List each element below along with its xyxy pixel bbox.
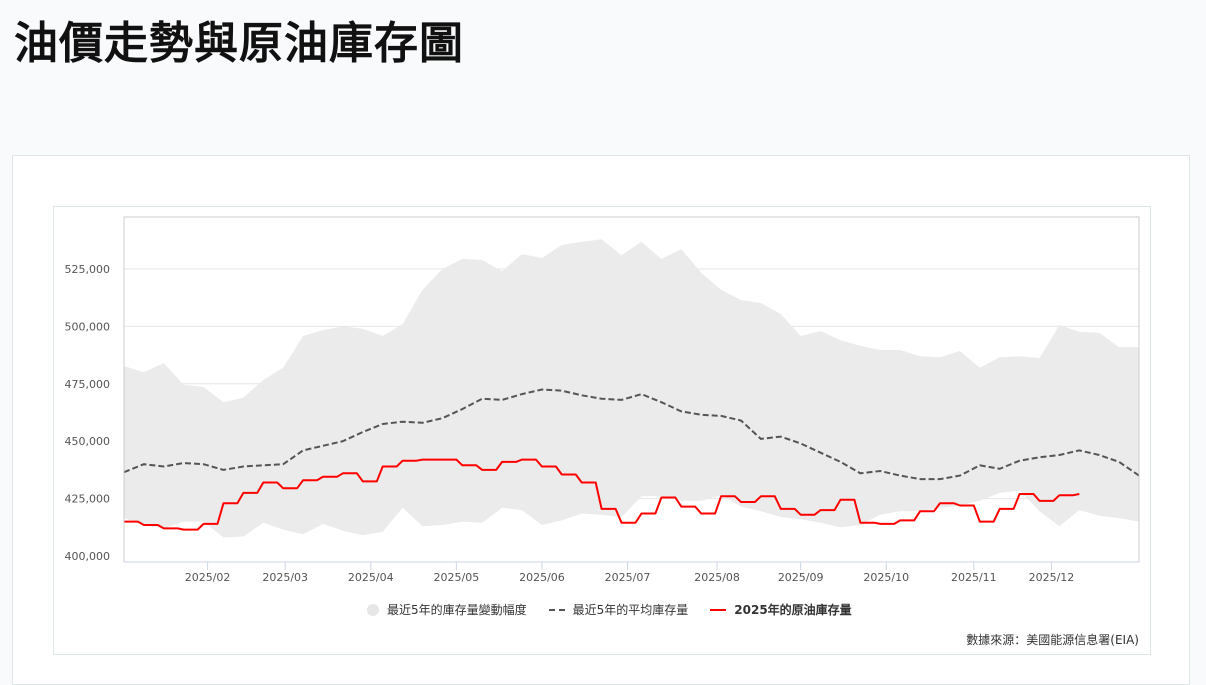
dashed-line-swatch-icon <box>548 608 565 611</box>
svg-text:525,000: 525,000 <box>65 263 111 276</box>
current-year-inventory-line[interactable] <box>124 458 1080 531</box>
circle-swatch-icon <box>367 603 379 616</box>
svg-text:2025/09: 2025/09 <box>778 571 824 584</box>
axes <box>123 216 1140 570</box>
page-title: 油價走勢與原油庫存圖 <box>14 18 464 69</box>
svg-text:2025/08: 2025/08 <box>694 571 740 584</box>
svg-text:2025/11: 2025/11 <box>951 571 997 584</box>
five-year-range-band[interactable] <box>124 239 1139 538</box>
svg-text:2025/03: 2025/03 <box>262 571 308 584</box>
svg-text:425,000: 425,000 <box>65 493 111 506</box>
svg-text:2025/10: 2025/10 <box>863 571 909 584</box>
svg-text:2025/12: 2025/12 <box>1029 571 1075 584</box>
svg-text:2025/06: 2025/06 <box>519 571 565 584</box>
svg-text:2025/02: 2025/02 <box>185 571 231 584</box>
x-axis-labels: 2025/02 2025/03 2025/04 2025/05 2025/06 2025/… <box>185 571 1075 584</box>
five-year-average-line[interactable] <box>123 388 1140 481</box>
svg-text:400,000: 400,000 <box>65 550 111 563</box>
legend-current-label: 2025年的原油庫存量 <box>734 603 852 617</box>
data-source-note: 數據來源：美國能源信息署(EIA) <box>966 633 1139 647</box>
legend-item-current[interactable]: 2025年的原油庫存量 <box>710 601 852 618</box>
svg-text:475,000: 475,000 <box>65 378 111 391</box>
chart-legend: 最近5年的庫存量變動幅度 最近5年的平均庫存量 2025年的原油庫存量 <box>367 601 874 618</box>
legend-item-average[interactable]: 最近5年的平均庫存量 <box>548 601 689 618</box>
legend-range-label: 最近5年的庫存量變動幅度 <box>387 603 527 617</box>
svg-text:500,000: 500,000 <box>65 320 111 333</box>
svg-text:2025/04: 2025/04 <box>348 571 394 584</box>
legend-item-range[interactable]: 最近5年的庫存量變動幅度 <box>367 601 527 618</box>
legend-average-label: 最近5年的平均庫存量 <box>572 603 689 617</box>
svg-text:2025/07: 2025/07 <box>605 571 651 584</box>
svg-text:450,000: 450,000 <box>65 435 111 448</box>
solid-line-swatch-icon <box>710 608 727 611</box>
oil-inventory-chart[interactable]: 400,000 425,000 450,000 475,000 500,000 525,0… <box>0 0 1206 671</box>
svg-text:2025/05: 2025/05 <box>434 571 480 584</box>
y-axis-labels: 400,000 425,000 450,000 475,000 500,000 525,0… <box>65 263 111 563</box>
